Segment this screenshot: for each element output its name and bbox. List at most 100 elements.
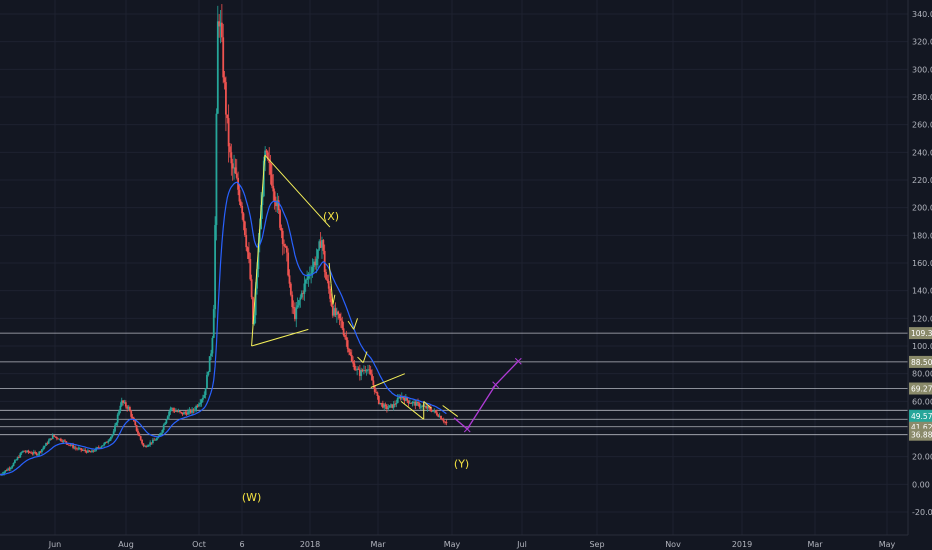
candle-body bbox=[46, 443, 49, 444]
trendline[interactable] bbox=[330, 283, 334, 305]
candle-body bbox=[427, 406, 430, 408]
candle-body bbox=[74, 447, 77, 449]
candle-body bbox=[151, 439, 154, 443]
candle-body bbox=[89, 451, 92, 453]
trendlines[interactable] bbox=[251, 154, 459, 420]
candle-body bbox=[187, 411, 189, 415]
wave-label: (W) bbox=[242, 491, 261, 504]
candle-body bbox=[391, 404, 394, 408]
trendline[interactable] bbox=[362, 351, 368, 363]
candle-body bbox=[363, 370, 365, 372]
candle-body bbox=[177, 411, 180, 412]
candle-body bbox=[219, 22, 222, 27]
candle-body bbox=[386, 406, 388, 410]
candle-body bbox=[92, 450, 95, 452]
trendline[interactable] bbox=[400, 400, 425, 420]
trendline[interactable] bbox=[442, 405, 459, 417]
candle-body bbox=[299, 297, 302, 301]
y-tick-label: 160.00 bbox=[912, 259, 932, 268]
candle-body bbox=[69, 444, 72, 446]
candle-body bbox=[368, 369, 371, 371]
candle-body bbox=[158, 434, 161, 437]
trendline[interactable] bbox=[423, 400, 432, 409]
candle-body bbox=[165, 419, 168, 424]
candle-body bbox=[364, 370, 367, 371]
candle-body bbox=[377, 396, 380, 404]
candle-body bbox=[34, 451, 37, 453]
candle-body bbox=[119, 405, 122, 411]
trendline[interactable] bbox=[251, 155, 266, 347]
candle-body bbox=[72, 444, 74, 448]
candle-body bbox=[23, 450, 26, 452]
candle-body bbox=[4, 470, 7, 472]
candle-body bbox=[214, 225, 216, 310]
y-tick-label: 260.00 bbox=[912, 121, 932, 130]
trendline[interactable] bbox=[328, 262, 332, 284]
candle-body bbox=[413, 401, 415, 403]
y-tick-label: 280.00 bbox=[912, 93, 932, 102]
level-price-badge-bg bbox=[909, 428, 932, 441]
candle-body bbox=[55, 437, 58, 439]
candle-body bbox=[361, 369, 364, 372]
price-axis[interactable]: -20.000.0020.0040.0060.0080.00100.00120.… bbox=[912, 10, 932, 517]
y-tick-label: 320.00 bbox=[912, 38, 932, 47]
candle-body bbox=[50, 438, 53, 440]
candle-body bbox=[425, 405, 428, 409]
x-tick-label: Mar bbox=[370, 540, 386, 549]
candle-body bbox=[323, 250, 326, 273]
projection-segment[interactable] bbox=[466, 384, 497, 430]
trendline[interactable] bbox=[264, 154, 331, 228]
trendline[interactable] bbox=[353, 318, 358, 330]
trendline[interactable] bbox=[332, 294, 336, 305]
candle-body bbox=[246, 247, 249, 253]
time-axis[interactable]: Jun Aug Oct 6 2018 Mar May Jul Sep Nov 2019 Mar May bbox=[48, 540, 896, 549]
candle-body bbox=[216, 21, 219, 114]
projection-segment[interactable] bbox=[495, 360, 519, 386]
level-price-badge: 36.88 bbox=[911, 431, 932, 440]
projection-path[interactable] bbox=[453, 357, 522, 433]
candle-body bbox=[154, 439, 157, 441]
candle-body bbox=[432, 410, 434, 412]
candle-body bbox=[418, 403, 421, 407]
candle-body bbox=[444, 421, 446, 423]
candle-body bbox=[338, 314, 341, 319]
candle-body bbox=[153, 439, 156, 441]
candle-body bbox=[319, 241, 322, 248]
candle-body bbox=[202, 397, 204, 400]
candle-body bbox=[65, 441, 68, 444]
candle-body bbox=[256, 269, 258, 289]
candle-body bbox=[97, 447, 100, 449]
candle-body bbox=[280, 227, 283, 231]
level-price-badge: 41.62 bbox=[911, 423, 932, 432]
candle-body bbox=[210, 353, 212, 357]
candle-body bbox=[227, 118, 230, 147]
candle-body bbox=[145, 445, 148, 447]
candle-body bbox=[395, 402, 398, 405]
candle-body bbox=[417, 401, 419, 404]
candle-body bbox=[9, 467, 12, 469]
trendline[interactable] bbox=[370, 373, 406, 388]
candle-body bbox=[105, 441, 108, 443]
candle-body bbox=[392, 403, 395, 408]
candle-body bbox=[225, 82, 227, 115]
candle-body bbox=[104, 441, 107, 444]
candle-body bbox=[188, 409, 191, 412]
candle-body bbox=[441, 419, 444, 421]
candle-body bbox=[22, 450, 24, 453]
candle-body bbox=[252, 297, 254, 325]
trendline[interactable] bbox=[347, 320, 355, 330]
candle-body bbox=[108, 439, 111, 441]
candle-body bbox=[298, 300, 300, 306]
candle-body bbox=[93, 450, 96, 452]
candle-body bbox=[32, 451, 35, 454]
trendline[interactable] bbox=[357, 356, 364, 363]
candle-body bbox=[326, 279, 329, 282]
candle-body bbox=[321, 240, 323, 248]
candle-body bbox=[91, 450, 93, 453]
candle-body bbox=[262, 160, 265, 197]
candle-body bbox=[230, 152, 233, 164]
trendline[interactable] bbox=[251, 328, 309, 347]
